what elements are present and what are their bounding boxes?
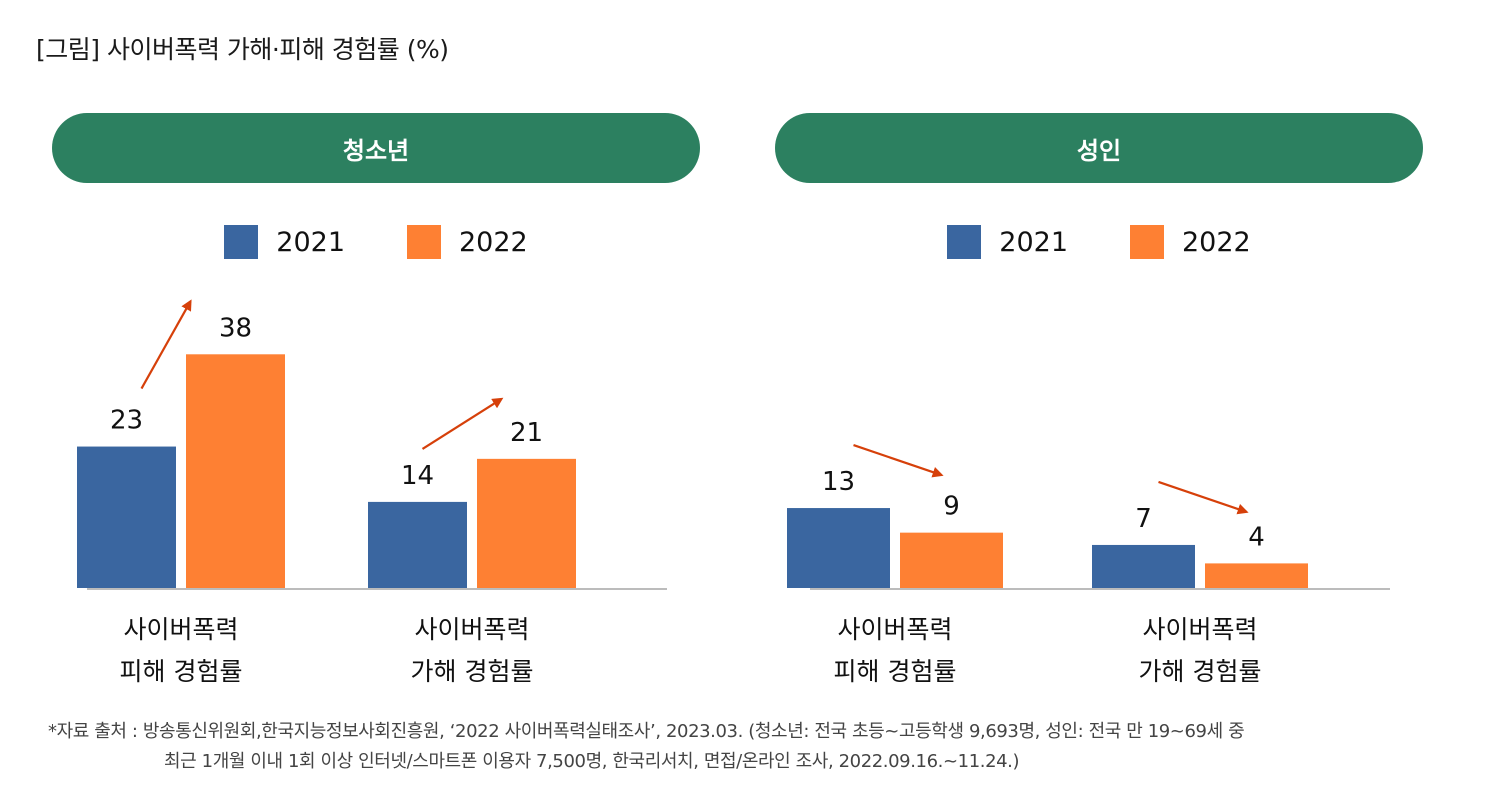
category-label-0-line-1: 피해 경험률 xyxy=(834,657,957,686)
bar-2021-0 xyxy=(787,508,890,588)
trend-down-arrow-icon-0 xyxy=(853,444,944,478)
data-label-2022-1: 21 xyxy=(510,418,543,448)
legend-item-2021: 2021 xyxy=(224,225,345,259)
legend-label-2022: 2022 xyxy=(459,226,528,258)
legend-item-2022: 2022 xyxy=(1130,225,1251,259)
data-label-2021-1: 7 xyxy=(1135,504,1152,534)
legend: 2021 2022 xyxy=(52,225,700,259)
legend-swatch-2022 xyxy=(1130,225,1164,259)
category-label-1-line-1: 가해 경험률 xyxy=(411,657,534,686)
legend-label-2021: 2021 xyxy=(276,226,345,258)
category-label-0-line-0: 사이버폭력 xyxy=(123,615,238,644)
legend-label-2022: 2022 xyxy=(1182,226,1251,258)
footnote-line-2: 최근 1개월 이내 1회 이상 인터넷/스마트폰 이용자 7,500명, 한국리… xyxy=(164,751,1020,772)
bar-2021-1 xyxy=(368,501,467,588)
source-footnote: *자료 출처 : 방송통신위원회,한국지능정보사회진흥원, ‘2022 사이버폭… xyxy=(48,717,1245,777)
legend: 2021 2022 xyxy=(775,225,1423,259)
bar-2021-0 xyxy=(77,446,176,588)
figure-title: [그림] 사이버폭력 가해·피해 경험률 (%) xyxy=(36,35,449,64)
legend-swatch-2022 xyxy=(407,225,441,259)
bar-2022-0 xyxy=(900,532,1003,588)
panel-header-youth: 청소년 xyxy=(52,113,700,183)
bar-2022-1 xyxy=(1205,563,1308,588)
panel-header-adult: 성인 xyxy=(775,113,1423,183)
bar-2021-1 xyxy=(1092,544,1195,588)
legend-item-2021: 2021 xyxy=(947,225,1068,259)
category-label-0-line-1: 피해 경험률 xyxy=(120,657,243,686)
legend-item-2022: 2022 xyxy=(407,225,528,259)
bar-2022-0 xyxy=(186,354,285,588)
legend-label-2021: 2021 xyxy=(999,226,1068,258)
category-label-0-line-0: 사이버폭력 xyxy=(837,615,952,644)
data-label-2021-1: 14 xyxy=(401,461,434,491)
trend-down-arrow-icon-1 xyxy=(1158,480,1249,515)
footnote-line-1: *자료 출처 : 방송통신위원회,한국지능정보사회진흥원, ‘2022 사이버폭… xyxy=(48,721,1245,742)
legend-swatch-2021 xyxy=(224,225,259,259)
data-label-2022-0: 38 xyxy=(219,313,252,343)
data-label-2022-1: 4 xyxy=(1248,522,1265,552)
data-label-2021-0: 23 xyxy=(110,406,143,436)
bar-2022-1 xyxy=(477,458,576,588)
trend-up-arrow-icon-1 xyxy=(421,397,504,450)
data-label-2022-0: 9 xyxy=(943,492,960,522)
category-label-1-line-0: 사이버폭력 xyxy=(1142,615,1257,644)
trend-up-arrow-icon-0 xyxy=(140,299,192,390)
category-label-1-line-0: 사이버폭력 xyxy=(414,615,529,644)
category-label-1-line-1: 가해 경험률 xyxy=(1139,657,1262,686)
data-label-2021-0: 13 xyxy=(822,467,855,497)
legend-swatch-2021 xyxy=(947,225,982,259)
